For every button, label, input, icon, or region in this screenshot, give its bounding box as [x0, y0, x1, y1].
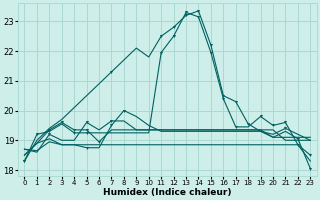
X-axis label: Humidex (Indice chaleur): Humidex (Indice chaleur) [103, 188, 232, 197]
